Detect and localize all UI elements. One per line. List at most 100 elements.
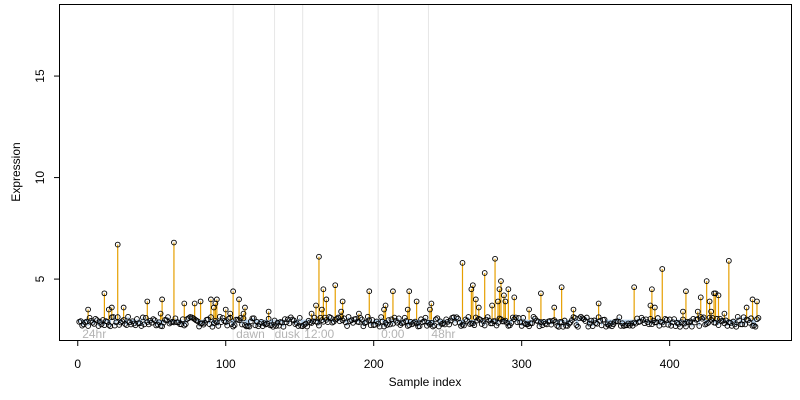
data-point	[283, 319, 290, 326]
peak-point	[313, 302, 319, 309]
region-labels: 24hr dawn dusk 12:00 0:00 48hr	[82, 327, 455, 341]
data-point	[708, 316, 714, 323]
data-point	[401, 314, 408, 321]
data-point	[675, 321, 682, 327]
peak-point	[459, 259, 466, 266]
region-label: dawn	[236, 327, 265, 341]
peak-point	[171, 239, 177, 246]
peak-point	[502, 298, 509, 305]
data-point	[182, 321, 189, 327]
peak-point	[551, 304, 558, 311]
data-point	[231, 322, 238, 329]
peak-point	[332, 282, 339, 289]
peak-point	[222, 306, 229, 313]
data-point	[304, 323, 310, 330]
data-point	[583, 314, 590, 321]
data-point	[375, 320, 381, 327]
peak-point	[339, 298, 346, 305]
data-point	[529, 320, 535, 327]
peak-point	[470, 282, 476, 289]
data-point	[296, 315, 303, 321]
data-point	[237, 315, 244, 321]
data-point	[396, 315, 402, 322]
peak-point	[101, 290, 108, 297]
data-point	[678, 319, 685, 326]
data-point	[86, 315, 93, 321]
data-point	[733, 323, 740, 330]
peak-point	[382, 302, 389, 309]
data-point	[381, 323, 387, 330]
data-point	[246, 323, 253, 330]
peak-point	[406, 288, 413, 295]
data-point	[165, 314, 171, 320]
data-point	[286, 320, 293, 327]
data-point	[227, 314, 234, 321]
data-point	[335, 314, 342, 321]
data-point	[406, 322, 413, 328]
data-point	[219, 315, 226, 321]
data-point	[212, 318, 219, 324]
data-point	[230, 323, 236, 330]
data-point	[250, 315, 257, 322]
data-point	[493, 322, 500, 329]
data-point	[573, 322, 580, 328]
peak-point	[428, 300, 435, 307]
peak-point	[197, 298, 204, 305]
peak-point	[338, 308, 345, 315]
peak-point	[472, 296, 479, 303]
data-point	[280, 323, 287, 330]
peak-point	[191, 300, 198, 307]
data-point	[616, 314, 623, 321]
data-point	[588, 317, 595, 324]
data-point	[470, 320, 476, 327]
data-points	[76, 239, 762, 330]
data-point	[691, 319, 698, 326]
data-point	[551, 317, 558, 323]
data-point	[575, 323, 581, 330]
peak-point	[157, 310, 164, 317]
peak-point	[538, 290, 544, 297]
data-point	[225, 315, 232, 322]
peak-point	[366, 288, 373, 295]
peak-point	[227, 310, 234, 317]
data-point	[736, 317, 743, 324]
x-tick-label: 200	[364, 357, 384, 371]
data-point	[140, 314, 146, 321]
x-tick-label: 100	[216, 357, 236, 371]
peak-point	[511, 294, 518, 301]
peak-point	[85, 306, 91, 313]
peak-point	[159, 296, 165, 303]
data-point	[92, 316, 99, 322]
data-point	[422, 314, 429, 321]
data-point	[461, 322, 467, 329]
peak-point	[320, 286, 327, 293]
data-point	[723, 317, 729, 324]
data-point	[654, 315, 661, 321]
y-tick-label: 15	[33, 69, 47, 83]
data-point	[689, 323, 695, 330]
x-axis-title: Sample index	[389, 375, 462, 389]
peak-point	[323, 296, 330, 303]
data-point	[696, 323, 703, 329]
peak-point	[683, 288, 689, 295]
data-point	[472, 314, 479, 321]
peak-point	[240, 310, 247, 317]
data-point	[313, 318, 319, 325]
data-point	[361, 320, 368, 326]
data-point	[410, 319, 417, 326]
peak-point	[404, 306, 411, 313]
peak-point	[120, 304, 127, 311]
peak-point	[558, 284, 565, 291]
data-point	[105, 322, 112, 328]
data-point	[430, 323, 436, 330]
peak-point	[703, 278, 710, 284]
data-point	[508, 320, 515, 326]
y-axis: 5 10 15	[33, 69, 60, 282]
peak-point	[697, 294, 704, 301]
peak-point	[108, 304, 115, 311]
region-label: 48hr	[431, 327, 455, 341]
peak-point	[475, 304, 482, 311]
data-point	[671, 316, 677, 322]
data-point	[181, 322, 188, 329]
